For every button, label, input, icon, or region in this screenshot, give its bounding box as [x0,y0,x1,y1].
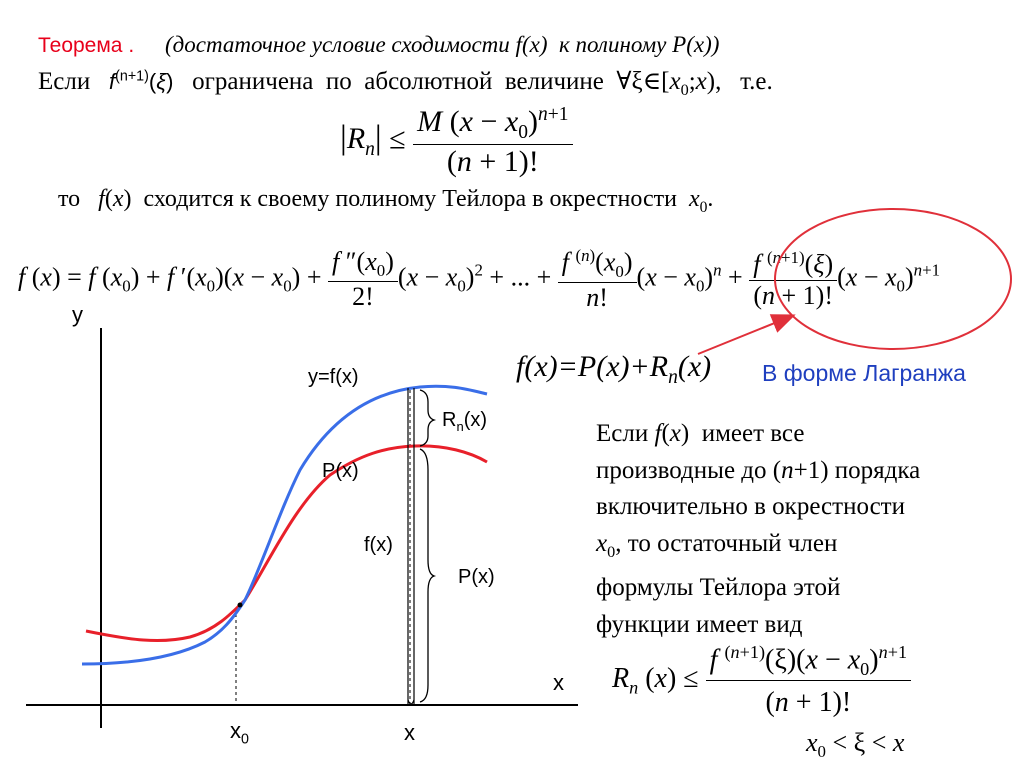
if-line: Если f(n+1)(ξ) ограничена по абсолютной … [38,68,773,99]
px-label: P(x) [458,566,495,588]
taylor-formula: f (x) = f (x0) + f ′(x0)(x − x0) + f ″(x… [18,246,941,312]
xi-interval: x0 < ξ < x [806,728,905,762]
conclusion-line: то f(x) сходится к своему полиному Тейло… [58,186,714,216]
fx-label: f(x) [364,534,393,556]
brace-bottom [407,699,415,705]
theorem-condition: (достаточное условие сходимости f(x) к п… [165,32,720,57]
x0-tick-label: x0 [230,718,249,748]
paragraph-line: Если f(x) имеет все [596,420,805,447]
p-curve-label: P(x) [322,460,359,482]
theorem-label: Теорема . [38,34,135,57]
paragraph-line: производные до (n+1) порядка [596,456,921,484]
decomposition-formula: f(x)=P(x)+Rn(x) [516,350,712,388]
rn-brace [419,389,437,447]
paragraph-line: формулы Тейлора этой [596,574,841,601]
remainder-bound-bottom: Rn (x) ≤ f (n+1)(ξ)(x − x0)n+1 (n + 1)! [612,642,912,719]
paragraph-line: функции имеет вид [596,610,803,638]
remainder-highlight-circle [774,208,1012,350]
rn-label: Rn(x) [442,409,488,434]
lagrange-label: В форме Лагранжа [762,360,966,386]
remainder-bound-top: |Rn| ≤ M (x − x0)n+1 (n + 1)! [340,104,573,179]
paragraph-line: включительно в окрестности [596,493,905,520]
x-axis-label: x [553,670,564,695]
f-curve-label: y=f(x) [308,366,359,388]
px-brace [419,448,437,703]
x-tick-label: x [404,720,415,745]
paragraph-line: x0, то остаточный член [596,529,838,561]
explanation-paragraph: Если f(x) имеет все производные до (n+1)… [596,416,920,643]
x0-contact-point [237,602,243,608]
f-curve [81,384,488,666]
y-axis-label: y [72,302,83,327]
lagrange-arrow [697,314,796,355]
p-curve [85,444,488,643]
